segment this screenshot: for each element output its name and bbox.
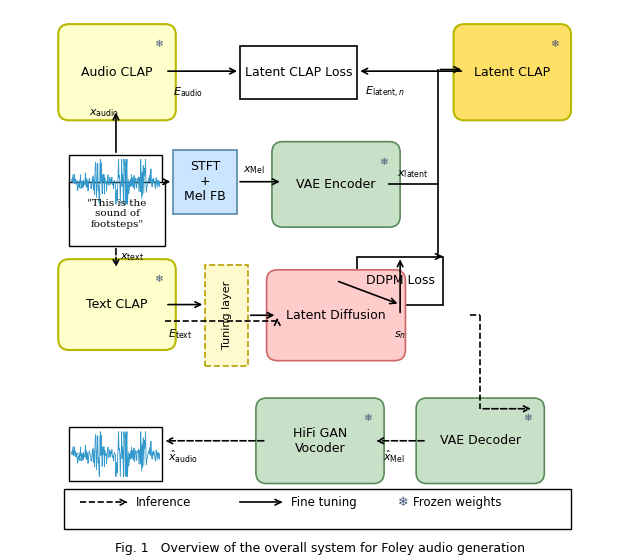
FancyBboxPatch shape bbox=[205, 265, 248, 366]
Text: Fig. 1   Overview of the overall system for Foley audio generation: Fig. 1 Overview of the overall system fo… bbox=[115, 543, 525, 555]
Text: $E_{\mathrm{audio}}$: $E_{\mathrm{audio}}$ bbox=[173, 85, 204, 99]
Text: $\hat{x}_{\mathrm{audio}}$: $\hat{x}_{\mathrm{audio}}$ bbox=[168, 449, 198, 465]
Text: ❄: ❄ bbox=[154, 40, 163, 50]
Text: ❄: ❄ bbox=[397, 496, 408, 509]
Text: $x_{\mathrm{text}}$: $x_{\mathrm{text}}$ bbox=[120, 252, 144, 263]
FancyBboxPatch shape bbox=[69, 427, 163, 481]
Text: HiFi GAN
Vocoder: HiFi GAN Vocoder bbox=[293, 427, 347, 455]
Text: Text CLAP: Text CLAP bbox=[86, 298, 148, 311]
Text: STFT
+
Mel FB: STFT + Mel FB bbox=[184, 160, 226, 203]
Text: $E_{\mathrm{latent},n}$: $E_{\mathrm{latent},n}$ bbox=[365, 85, 406, 100]
Text: Latent Diffusion: Latent Diffusion bbox=[286, 309, 386, 322]
FancyBboxPatch shape bbox=[173, 150, 237, 214]
Text: Tuning layer: Tuning layer bbox=[221, 281, 232, 349]
Text: Latent CLAP: Latent CLAP bbox=[474, 66, 550, 79]
Text: $x_{\mathrm{Mel}}$: $x_{\mathrm{Mel}}$ bbox=[243, 164, 264, 177]
Text: $\hat{x}_{\mathrm{Mel}}$: $\hat{x}_{\mathrm{Mel}}$ bbox=[383, 449, 405, 465]
Text: Audio CLAP: Audio CLAP bbox=[81, 66, 153, 79]
Text: ❄: ❄ bbox=[379, 157, 387, 167]
FancyBboxPatch shape bbox=[272, 141, 400, 227]
Text: $E_{\mathrm{text}}$: $E_{\mathrm{text}}$ bbox=[168, 327, 192, 341]
FancyBboxPatch shape bbox=[416, 398, 545, 483]
Text: Fine tuning: Fine tuning bbox=[291, 496, 356, 509]
FancyBboxPatch shape bbox=[58, 259, 176, 350]
FancyBboxPatch shape bbox=[240, 46, 357, 99]
Text: ❄: ❄ bbox=[550, 40, 558, 50]
FancyBboxPatch shape bbox=[267, 270, 406, 361]
Text: ❄: ❄ bbox=[154, 275, 163, 285]
FancyBboxPatch shape bbox=[454, 24, 571, 120]
Text: Latent CLAP Loss: Latent CLAP Loss bbox=[245, 66, 353, 79]
FancyBboxPatch shape bbox=[69, 182, 165, 246]
Text: VAE Encoder: VAE Encoder bbox=[296, 178, 376, 191]
Text: Inference: Inference bbox=[136, 496, 191, 509]
FancyBboxPatch shape bbox=[63, 489, 571, 529]
FancyBboxPatch shape bbox=[256, 398, 384, 483]
Text: "This is the
sound of
footsteps": "This is the sound of footsteps" bbox=[87, 199, 147, 229]
FancyBboxPatch shape bbox=[69, 155, 163, 208]
Text: VAE Decoder: VAE Decoder bbox=[440, 434, 521, 447]
Text: $s_n$: $s_n$ bbox=[394, 329, 406, 341]
FancyBboxPatch shape bbox=[58, 24, 176, 120]
Text: $x_{\mathrm{latent}}$: $x_{\mathrm{latent}}$ bbox=[397, 168, 429, 180]
Text: DDPM Loss: DDPM Loss bbox=[365, 274, 435, 287]
Text: ❄: ❄ bbox=[523, 413, 532, 423]
Text: Frozen weights: Frozen weights bbox=[413, 496, 502, 509]
Text: $x_{\mathrm{audio}}$: $x_{\mathrm{audio}}$ bbox=[89, 108, 119, 119]
FancyBboxPatch shape bbox=[357, 257, 443, 305]
Text: ❄: ❄ bbox=[363, 413, 371, 423]
